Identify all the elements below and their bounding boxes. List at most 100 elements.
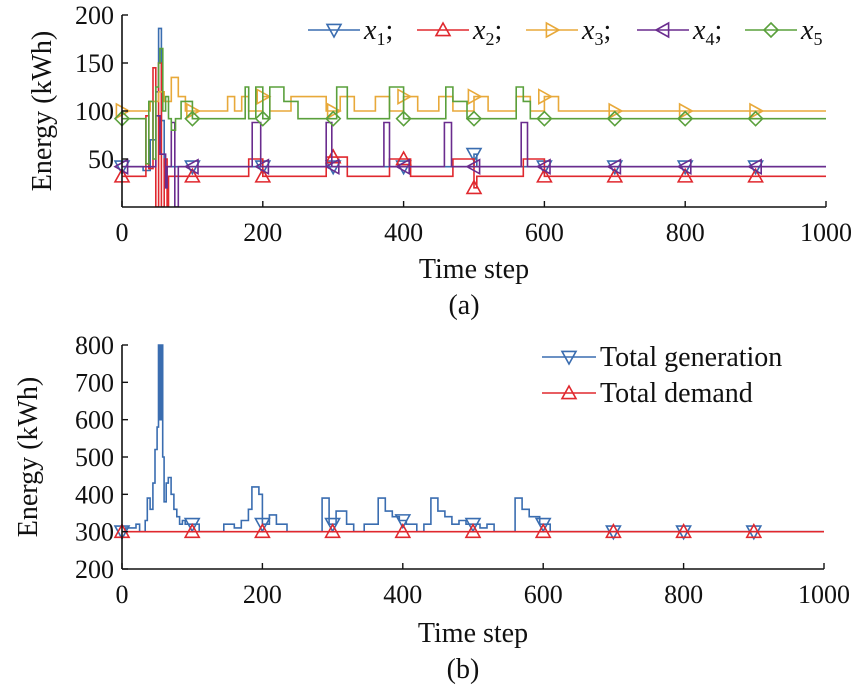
panel-a-x-tick-label: 800 <box>666 218 705 247</box>
panel-a-series-3-marker <box>326 102 342 120</box>
panel-a-series-5-line <box>122 47 826 165</box>
panel-a-legend-swatch-marker <box>434 21 452 37</box>
panel-a-legend-item-1: x1; <box>308 15 393 49</box>
panel-b-series-2-marker <box>394 523 412 539</box>
panel-b-y-tick-label: 200 <box>75 555 114 584</box>
panel-b-legend-swatch-marker <box>560 384 578 400</box>
panel-a-series-2-marker <box>184 167 201 183</box>
panel-b-y-tick-label: 600 <box>75 406 114 435</box>
panel-a-series-2-markers <box>113 148 764 195</box>
panel-b-series-1-marker <box>254 517 271 533</box>
panel-b-series-2-marker <box>183 523 201 539</box>
panel-b-y-tick-label: 300 <box>75 518 114 547</box>
panel-b-caption: (b) <box>447 654 480 685</box>
panel-a-series-4-marker <box>254 158 270 176</box>
panel-a-series-2-marker <box>395 150 412 166</box>
panel-a-y-tick-label: 100 <box>75 97 114 126</box>
panel-a-y-tick-label: 50 <box>88 145 114 174</box>
panel-b-series-1-marker <box>394 514 412 530</box>
panel-a-axes: 0 200 400 600 800 1000 50 100 150 200 <box>75 1 852 247</box>
panel-a-series-2 <box>122 62 826 207</box>
panel-a-x-axis-title: Time step <box>419 254 529 285</box>
panel-a-series-2-line <box>122 62 826 207</box>
panel-a-series-5-marker <box>395 110 412 127</box>
panel-b-series-2-marker <box>675 523 692 539</box>
panel-a-x-tick-label: 600 <box>525 218 564 247</box>
panel-a-series-3-marker <box>749 102 765 120</box>
panel-b-x-tick-label: 600 <box>524 580 563 609</box>
panel-a-series-4-marker <box>465 158 481 176</box>
panel-b-series-1-marker <box>464 517 482 533</box>
panel-a-series-5 <box>122 47 826 165</box>
panel-a-legend-item-4: x4; <box>637 15 722 49</box>
panel-b-x-tick-label: 800 <box>664 580 703 609</box>
panel-a-series-5-marker <box>325 110 342 127</box>
panel-b-series-2-marker <box>605 523 622 539</box>
panel-a-legend: x1; x2; x3; x4; x5 <box>308 15 822 49</box>
panel-a-series-5-marker <box>465 110 483 127</box>
panel-a-series-layer <box>113 27 826 207</box>
panel-b-x-axis-title: Time step <box>418 618 528 649</box>
panel-a-x-tick-label: 0 <box>116 218 129 247</box>
panel-b-series-1-marker <box>324 517 341 533</box>
panel-a-x-tick-label: 200 <box>243 218 282 247</box>
panel-a-x-tick-label: 1000 <box>800 218 852 247</box>
panel-a-series-3-marker <box>537 88 554 105</box>
panel-a-series-4-marker <box>535 158 551 176</box>
panel-a-series-5-markers <box>113 110 764 127</box>
panel-b-y-tick-label: 400 <box>75 480 114 509</box>
panel-b-series-1 <box>122 344 824 533</box>
panel-a-series-4 <box>122 115 826 207</box>
panel-b-legend-item-2: Total demand <box>542 378 753 409</box>
panel-a-series-4-marker <box>606 158 622 176</box>
panel-a-series-2-marker <box>465 179 483 195</box>
panel-a-series-5-marker <box>606 110 623 127</box>
panel-a-series-3-line <box>122 76 826 112</box>
panel-a-series-3-marker <box>608 102 624 120</box>
panel-a-series-4-marker <box>394 158 411 176</box>
panel-a-y-tick-label: 150 <box>75 49 114 78</box>
panel-a-series-5-marker <box>184 110 201 127</box>
panel-a-series-4-marker <box>746 158 763 176</box>
panel-a-series-5-marker <box>747 110 764 127</box>
panel-a-series-1-line <box>122 27 826 172</box>
panel-a-legend-item-5: x5 <box>745 15 822 49</box>
panel-a-series-1-markers <box>113 147 764 176</box>
panel-a-series-1 <box>122 27 826 172</box>
panel-a-series-5-marker <box>677 110 694 127</box>
panel-a-legend-swatch-marker <box>545 21 561 39</box>
panel-a-legend-item-2: x2; <box>417 15 502 49</box>
panel-a-series-4-marker <box>183 158 199 176</box>
panel-b-x-tick-label: 200 <box>243 580 282 609</box>
panel-b-series-2-marker <box>464 523 482 539</box>
panel-b-legend-swatch-marker <box>560 350 578 366</box>
panel-a-series-5-marker <box>536 110 553 127</box>
panel-a-series-4-marker <box>676 158 692 176</box>
panel-b-series-1-markers <box>113 514 763 541</box>
panel-b-series-2-marker <box>254 523 271 539</box>
panel-b-series-layer <box>113 344 824 541</box>
panel-b-series-2-marker <box>324 523 341 539</box>
panel-a-legend-label: x2; <box>472 15 502 49</box>
panel-a-series-2-marker <box>676 167 694 183</box>
panel-a-legend-label: x3; <box>581 15 611 49</box>
panel-b-series-1-line <box>122 344 824 533</box>
panel-a-legend-label: x4; <box>692 15 722 49</box>
panel-a-series-4-marker <box>324 158 340 176</box>
panel-b-y-tick-label: 700 <box>75 368 114 397</box>
panel-a-legend-label: x5 <box>800 15 822 49</box>
panel-a-y-axis-title: Energy (kWh) <box>27 31 58 191</box>
panel-a-series-2-marker <box>606 167 624 183</box>
panel-a-legend-label: x1; <box>363 15 393 49</box>
panel-a-series-2-marker <box>536 167 553 183</box>
panel-b-y-tick-label: 800 <box>75 331 114 360</box>
panel-b-series-2-marker <box>534 523 552 539</box>
panel-b-legend-label: Total generation <box>600 342 782 373</box>
panel-a-chart: 0 200 400 600 800 1000 50 100 150 200 x1; x2; x3; x4… <box>27 1 852 321</box>
panel-a-x-tick-label: 400 <box>384 218 423 247</box>
panel-b-y-tick-label: 500 <box>75 443 114 472</box>
panel-b-y-axis-title: Energy (kWh) <box>13 377 44 537</box>
panel-a-caption: (a) <box>448 290 479 321</box>
